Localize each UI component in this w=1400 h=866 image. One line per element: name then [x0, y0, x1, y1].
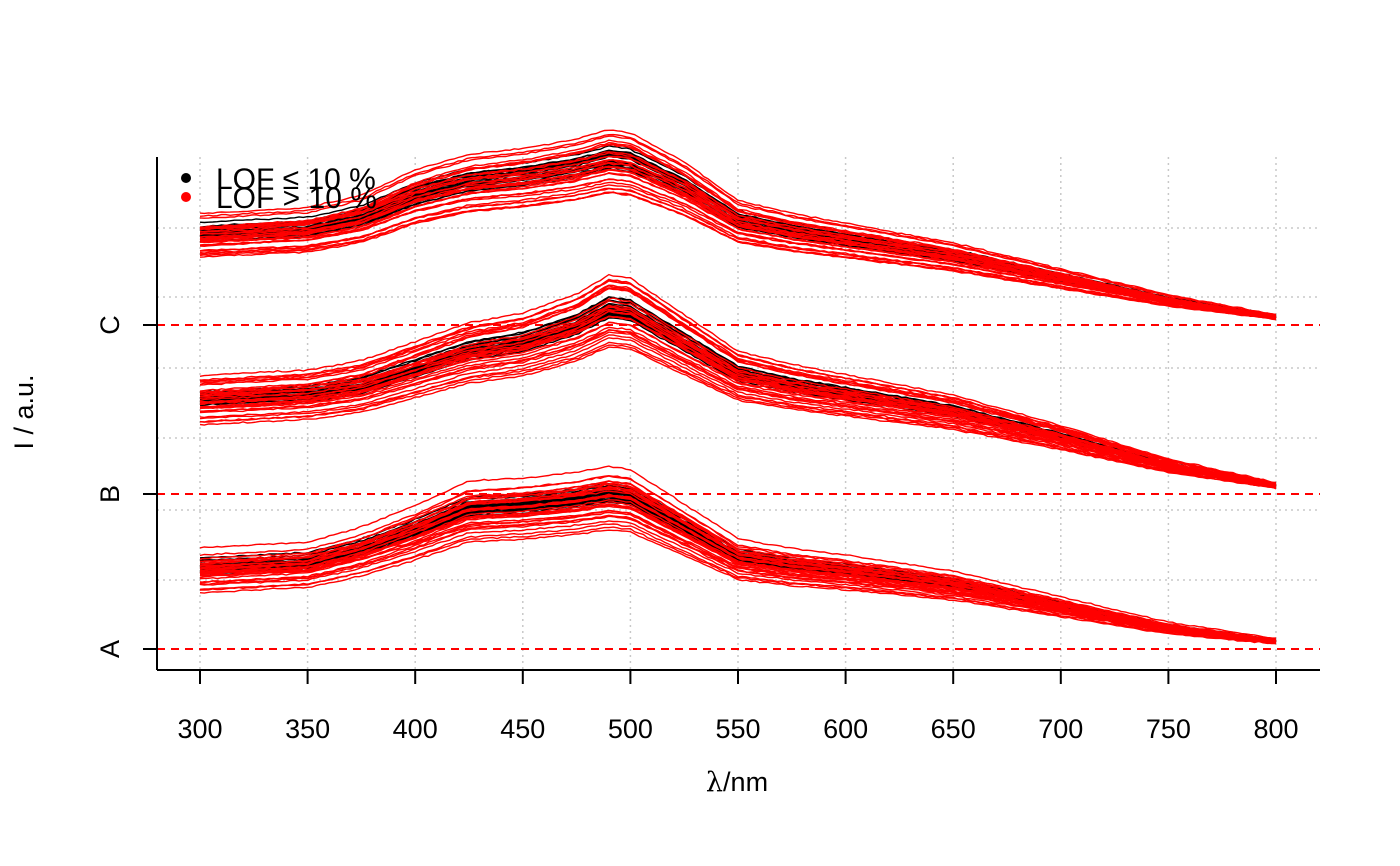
- spectrum-high-lof-B: [199, 337, 1277, 490]
- spectrum-high-lof-B: [199, 326, 1277, 487]
- legend: LOF ≤ 10 %LOF > 10 %: [181, 163, 377, 215]
- spectrum-high-lof-C: [199, 144, 1277, 318]
- series-group-C: [199, 129, 1277, 321]
- spectra-curves: [199, 129, 1277, 645]
- legend-label: LOF ≤ 10 %: [216, 163, 376, 196]
- spectrum-high-lof-A: [199, 465, 1277, 639]
- spectrum-high-lof-B: [199, 310, 1277, 488]
- x-axis-title: λ/nm: [706, 767, 768, 798]
- svg-text:λ/nm: λ/nm: [706, 767, 768, 798]
- spectrum-high-lof-A: [199, 510, 1277, 644]
- series-group-B: [199, 273, 1277, 490]
- spectrum-high-lof-B: [199, 273, 1277, 484]
- spectrum-high-lof-C: [199, 135, 1277, 316]
- x-tick-label: 800: [1253, 714, 1298, 744]
- y-axis-title: I / a.u.: [9, 374, 39, 449]
- spectrum-high-lof-B: [199, 315, 1277, 488]
- x-tick-label: 450: [500, 714, 545, 744]
- y-tick-label: C: [95, 315, 125, 335]
- spectrum-high-lof-B: [199, 285, 1277, 485]
- spectrum-high-lof-C: [199, 191, 1277, 320]
- spectrum-high-lof-B: [199, 308, 1277, 486]
- spectrum-high-lof-A: [199, 495, 1277, 643]
- spectrum-high-lof-C: [199, 129, 1277, 316]
- x-axis-unit: /nm: [723, 767, 768, 797]
- spectrum-high-lof-A: [199, 475, 1277, 641]
- legend-marker: [181, 192, 191, 202]
- x-tick-label: 400: [393, 714, 438, 744]
- axes: 300 350 400 450 500 550 600 650 700 750 800 A B C: [95, 157, 1320, 744]
- x-tick-label: 500: [608, 714, 653, 744]
- x-tick-label: 650: [931, 714, 976, 744]
- y-tick-label: A: [95, 640, 125, 658]
- series-group-A: [199, 465, 1277, 645]
- legend-label: LOF > 10 %: [216, 182, 377, 215]
- spectrum-high-lof-B: [199, 346, 1277, 489]
- spectrum-high-lof-A: [199, 526, 1277, 644]
- y-tick-label: B: [95, 485, 125, 503]
- x-tick-label: 300: [177, 714, 222, 744]
- spectrum-high-lof-C: [199, 187, 1277, 320]
- spectrum-high-lof-C: [199, 169, 1277, 320]
- spectrum-high-lof-C: [199, 165, 1277, 319]
- spectrum-high-lof-B: [199, 297, 1277, 487]
- spectrum-high-lof-A: [199, 520, 1277, 644]
- spectrum-high-lof-B: [199, 321, 1277, 488]
- x-tick-label: 750: [1146, 714, 1191, 744]
- spectrum-high-lof-B: [199, 331, 1277, 488]
- spectrum-high-lof-A: [199, 485, 1277, 642]
- legend-marker: [181, 173, 191, 183]
- spectrum-high-lof-B: [199, 334, 1276, 488]
- group-baselines: [157, 324, 1320, 650]
- spectrum-high-lof-B: [199, 284, 1277, 486]
- spectrum-high-lof-C: [199, 162, 1277, 317]
- spectrum-high-lof-A: [199, 474, 1277, 642]
- x-tick-label: 350: [285, 714, 330, 744]
- spectrum-high-lof-C: [199, 151, 1277, 317]
- x-tick-label: 550: [715, 714, 760, 744]
- spectrum-high-lof-B: [199, 344, 1277, 489]
- x-axis-symbol: λ: [706, 767, 723, 798]
- x-tick-label: 700: [1038, 714, 1083, 744]
- spectrum-high-lof-A: [199, 487, 1277, 643]
- spectrum-high-lof-B: [199, 279, 1277, 484]
- x-tick-label: 600: [823, 714, 868, 744]
- spectrum-high-lof-A: [199, 504, 1276, 644]
